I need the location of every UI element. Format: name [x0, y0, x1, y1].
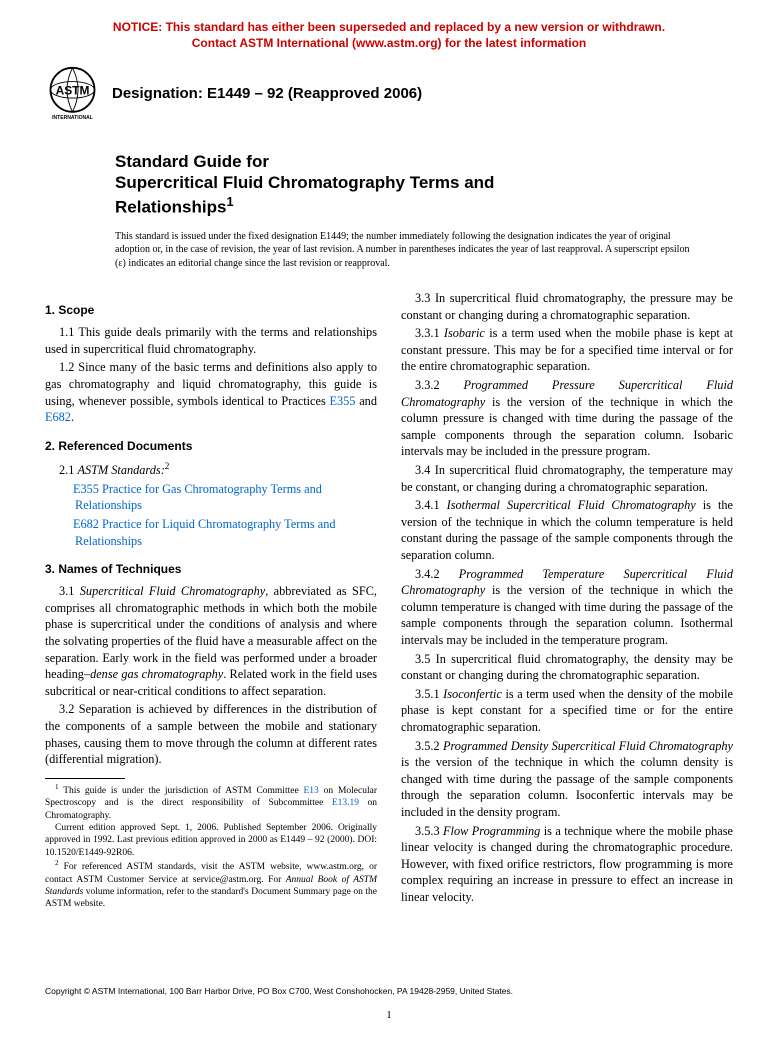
- title-block: Standard Guide for Supercritical Fluid C…: [115, 151, 733, 217]
- footnote-1b: Current edition approved Sept. 1, 2006. …: [45, 822, 377, 859]
- para-2-1: 2.1 ASTM Standards:2: [45, 460, 377, 479]
- designation-text: Designation: E1449 – 92 (Reapproved 2006…: [112, 85, 422, 102]
- para-3-3-1: 3.3.1 Isobaric is a term used when the m…: [401, 325, 733, 375]
- link-e355[interactable]: E355: [330, 394, 356, 408]
- copyright-line: Copyright © ASTM International, 100 Barr…: [45, 986, 513, 996]
- page-number: 1: [0, 1009, 778, 1021]
- para-3-2: 3.2 Separation is achieved by difference…: [45, 701, 377, 767]
- notice-line1: NOTICE: This standard has either been su…: [113, 20, 665, 34]
- ref-e682[interactable]: E682 Practice for Liquid Chromatography …: [59, 516, 377, 549]
- para-3-5-3: 3.5.3 Flow Programming is a technique wh…: [401, 823, 733, 906]
- para-3-5-1: 3.5.1 Isoconfertic is a term used when t…: [401, 686, 733, 736]
- para-3-5: 3.5 In supercritical fluid chromatograph…: [401, 651, 733, 684]
- para-3-4: 3.4 In supercritical fluid chromatograph…: [401, 462, 733, 495]
- title-line1: Standard Guide for: [115, 151, 733, 172]
- para-3-1: 3.1 Supercritical Fluid Chromatography, …: [45, 583, 377, 699]
- footnote-2: 2 For referenced ASTM standards, visit t…: [45, 859, 377, 911]
- notice-line2: Contact ASTM International (www.astm.org…: [192, 36, 586, 50]
- notice-banner: NOTICE: This standard has either been su…: [45, 20, 733, 51]
- section-3-head: 3. Names of Techniques: [45, 561, 377, 577]
- header-row: ASTM INTERNATIONAL Designation: E1449 – …: [45, 66, 733, 121]
- footnote-rule: [45, 778, 125, 779]
- section-1-head: 1. Scope: [45, 302, 377, 318]
- svg-text:INTERNATIONAL: INTERNATIONAL: [52, 115, 93, 121]
- para-1-1: 1.1 This guide deals primarily with the …: [45, 324, 377, 357]
- footnote-1: 1 This guide is under the jurisdiction o…: [45, 783, 377, 822]
- link-e682[interactable]: E682: [45, 410, 71, 424]
- para-3-4-2: 3.4.2 Programmed Temperature Supercritic…: [401, 566, 733, 649]
- link-e13[interactable]: E13: [304, 786, 319, 796]
- para-3-4-1: 3.4.1 Isothermal Supercritical Fluid Chr…: [401, 497, 733, 563]
- title-line2: Supercritical Fluid Chromatography Terms…: [115, 172, 733, 193]
- body-columns: 1. Scope 1.1 This guide deals primarily …: [45, 290, 733, 910]
- para-1-2: 1.2 Since many of the basic terms and de…: [45, 359, 377, 425]
- para-3-3-2: 3.3.2 Programmed Pressure Supercritical …: [401, 377, 733, 460]
- section-2-head: 2. Referenced Documents: [45, 438, 377, 454]
- svg-text:ASTM: ASTM: [56, 84, 90, 98]
- issue-note: This standard is issued under the fixed …: [115, 230, 733, 271]
- para-3-3: 3.3 In supercritical fluid chromatograph…: [401, 290, 733, 323]
- astm-logo-icon: ASTM INTERNATIONAL: [45, 66, 100, 121]
- ref-e355[interactable]: E355 Practice for Gas Chromatography Ter…: [59, 481, 377, 514]
- para-3-5-2: 3.5.2 Programmed Density Supercritical F…: [401, 738, 733, 821]
- title-line3: Relationships1: [115, 194, 733, 218]
- link-e13-19[interactable]: E13.19: [332, 798, 359, 808]
